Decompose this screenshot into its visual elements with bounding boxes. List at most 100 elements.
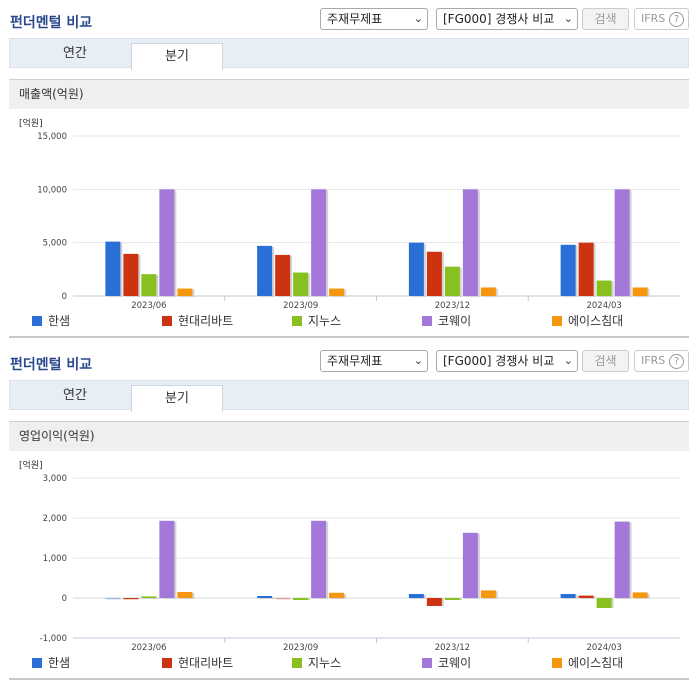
bar-3-0[interactable]	[560, 244, 576, 296]
bar-2-0[interactable]	[408, 594, 424, 598]
fundamental-panel-sales: 펀더멘털 비교 주재무제표 ⌄ [FG000] 경쟁사 비교 ⌄ 검색 IFRS…	[9, 8, 689, 338]
bar-3-1[interactable]	[578, 242, 594, 296]
statement-select[interactable]: 주재무제표 ⌄	[320, 350, 428, 372]
bar-3-3[interactable]	[614, 189, 630, 296]
legend-item[interactable]: 코웨이	[422, 312, 471, 330]
bar-2-2[interactable]	[444, 598, 460, 600]
bar-3-3[interactable]	[614, 521, 630, 598]
bar-0-0[interactable]	[105, 241, 121, 296]
peer-group-select[interactable]: [FG000] 경쟁사 비교 ⌄	[436, 350, 578, 372]
bar-3-1[interactable]	[578, 595, 594, 598]
legend-swatch	[32, 658, 42, 668]
y-tick-label: 3,000	[43, 474, 67, 484]
legend-item[interactable]: 현대리바트	[162, 312, 233, 330]
period-tabs: 연간 분기	[9, 38, 689, 70]
legend-label: 에이스침대	[568, 314, 624, 328]
bar-1-3[interactable]	[311, 189, 327, 296]
y-tick-label: 2,000	[43, 514, 67, 524]
bar-1-0[interactable]	[257, 245, 273, 296]
legend-swatch	[552, 658, 562, 668]
y-tick-label: 10,000	[37, 185, 67, 195]
legend-label: 지누스	[308, 314, 342, 328]
bar-2-1[interactable]	[426, 251, 442, 296]
bar-2-0[interactable]	[408, 242, 424, 296]
sales-chart: [억원] 0 5,000 10,000 15,000 2023/06 2023/09 2023…	[19, 117, 680, 311]
bar-0-4[interactable]	[177, 288, 193, 296]
legend-item[interactable]: 현대리바트	[162, 654, 233, 672]
chart-title: 매출액(억원)	[9, 79, 689, 109]
legend-item[interactable]: 코웨이	[422, 654, 471, 672]
bar-3-4[interactable]	[632, 287, 648, 296]
search-button[interactable]: 검색	[582, 8, 629, 30]
statement-select[interactable]: 주재무제표 ⌄	[320, 8, 428, 30]
peer-group-select[interactable]: [FG000] 경쟁사 비교 ⌄	[436, 8, 578, 30]
operating-profit-chart: [억원] -1,000 0 1,000 2,000 3,000 2023/06 2023/09…	[19, 459, 680, 653]
bar-1-1[interactable]	[275, 254, 291, 296]
bar-shadow	[107, 599, 123, 600]
question-icon: ?	[669, 12, 684, 27]
bar-1-1[interactable]	[275, 598, 291, 599]
legend-label: 현대리바트	[178, 656, 234, 670]
bar-0-3[interactable]	[159, 189, 175, 296]
bar-1-2[interactable]	[293, 598, 309, 600]
bar-3-0[interactable]	[560, 594, 576, 598]
bar-0-1[interactable]	[123, 253, 139, 296]
panel-title: 펀더멘털 비교	[10, 15, 93, 31]
bar-2-1[interactable]	[426, 598, 442, 606]
bar-0-3[interactable]	[159, 520, 175, 598]
bar-1-3[interactable]	[311, 520, 327, 598]
bar-2-2[interactable]	[444, 266, 460, 296]
bar-0-0[interactable]	[105, 598, 121, 599]
bar-1-4[interactable]	[329, 288, 345, 296]
peer-group-select-value: [FG000] 경쟁사 비교	[443, 12, 555, 26]
bar-2-4[interactable]	[480, 590, 496, 598]
y-tick-label: 0	[62, 594, 67, 604]
ifrs-help-button[interactable]: IFRS ?	[634, 350, 689, 372]
y-tick-label: 1,000	[43, 554, 67, 564]
legend-item[interactable]: 지누스	[292, 312, 341, 330]
peer-group-select-value: [FG000] 경쟁사 비교	[443, 354, 555, 368]
divider	[9, 678, 689, 680]
y-tick-label: 0	[62, 292, 67, 302]
unit-label: [억원]	[19, 459, 43, 471]
bar-1-4[interactable]	[329, 592, 345, 598]
bar-0-4[interactable]	[177, 592, 193, 598]
tab-quarterly[interactable]: 분기	[131, 385, 223, 412]
ifrs-label: IFRS	[641, 354, 666, 367]
bar-2-3[interactable]	[462, 532, 478, 598]
ifrs-help-button[interactable]: IFRS ?	[634, 8, 689, 30]
legend-swatch	[422, 658, 432, 668]
search-button[interactable]: 검색	[582, 350, 629, 372]
legend-item[interactable]: 한샘	[32, 312, 70, 330]
bar-3-4[interactable]	[632, 592, 648, 598]
chart-legend: 한샘 현대리바트 지누스 코웨이 에이스침대	[0, 654, 696, 672]
legend-item[interactable]: 에이스침대	[552, 654, 623, 672]
bar-0-2[interactable]	[141, 596, 157, 598]
bar-1-2[interactable]	[293, 272, 309, 296]
x-tick-label: 2023/06	[131, 301, 166, 311]
tab-annual[interactable]: 연간	[63, 46, 87, 61]
chevron-down-icon: ⌄	[563, 354, 573, 367]
bar-0-1[interactable]	[123, 598, 139, 600]
x-tick-label: 2024/03	[586, 643, 621, 653]
y-tick-label: -1,000	[40, 634, 67, 644]
legend-item[interactable]: 에이스침대	[552, 312, 623, 330]
bar-shadow	[277, 599, 293, 600]
statement-select-value: 주재무제표	[327, 12, 383, 26]
bar-0-2[interactable]	[141, 274, 157, 296]
bar-2-4[interactable]	[480, 287, 496, 296]
x-tick-label: 2023/06	[131, 643, 166, 653]
tab-quarterly[interactable]: 분기	[131, 43, 223, 70]
bar-2-3[interactable]	[462, 189, 478, 296]
bar-3-2[interactable]	[596, 598, 612, 608]
chevron-down-icon: ⌄	[413, 12, 423, 25]
legend-item[interactable]: 지누스	[292, 654, 341, 672]
tab-annual[interactable]: 연간	[63, 388, 87, 403]
legend-label: 지누스	[308, 656, 342, 670]
bar-3-2[interactable]	[596, 280, 612, 296]
legend-swatch	[552, 316, 562, 326]
legend-item[interactable]: 한샘	[32, 654, 70, 672]
legend-swatch	[422, 316, 432, 326]
legend-swatch	[292, 658, 302, 668]
bar-1-0[interactable]	[257, 596, 273, 598]
